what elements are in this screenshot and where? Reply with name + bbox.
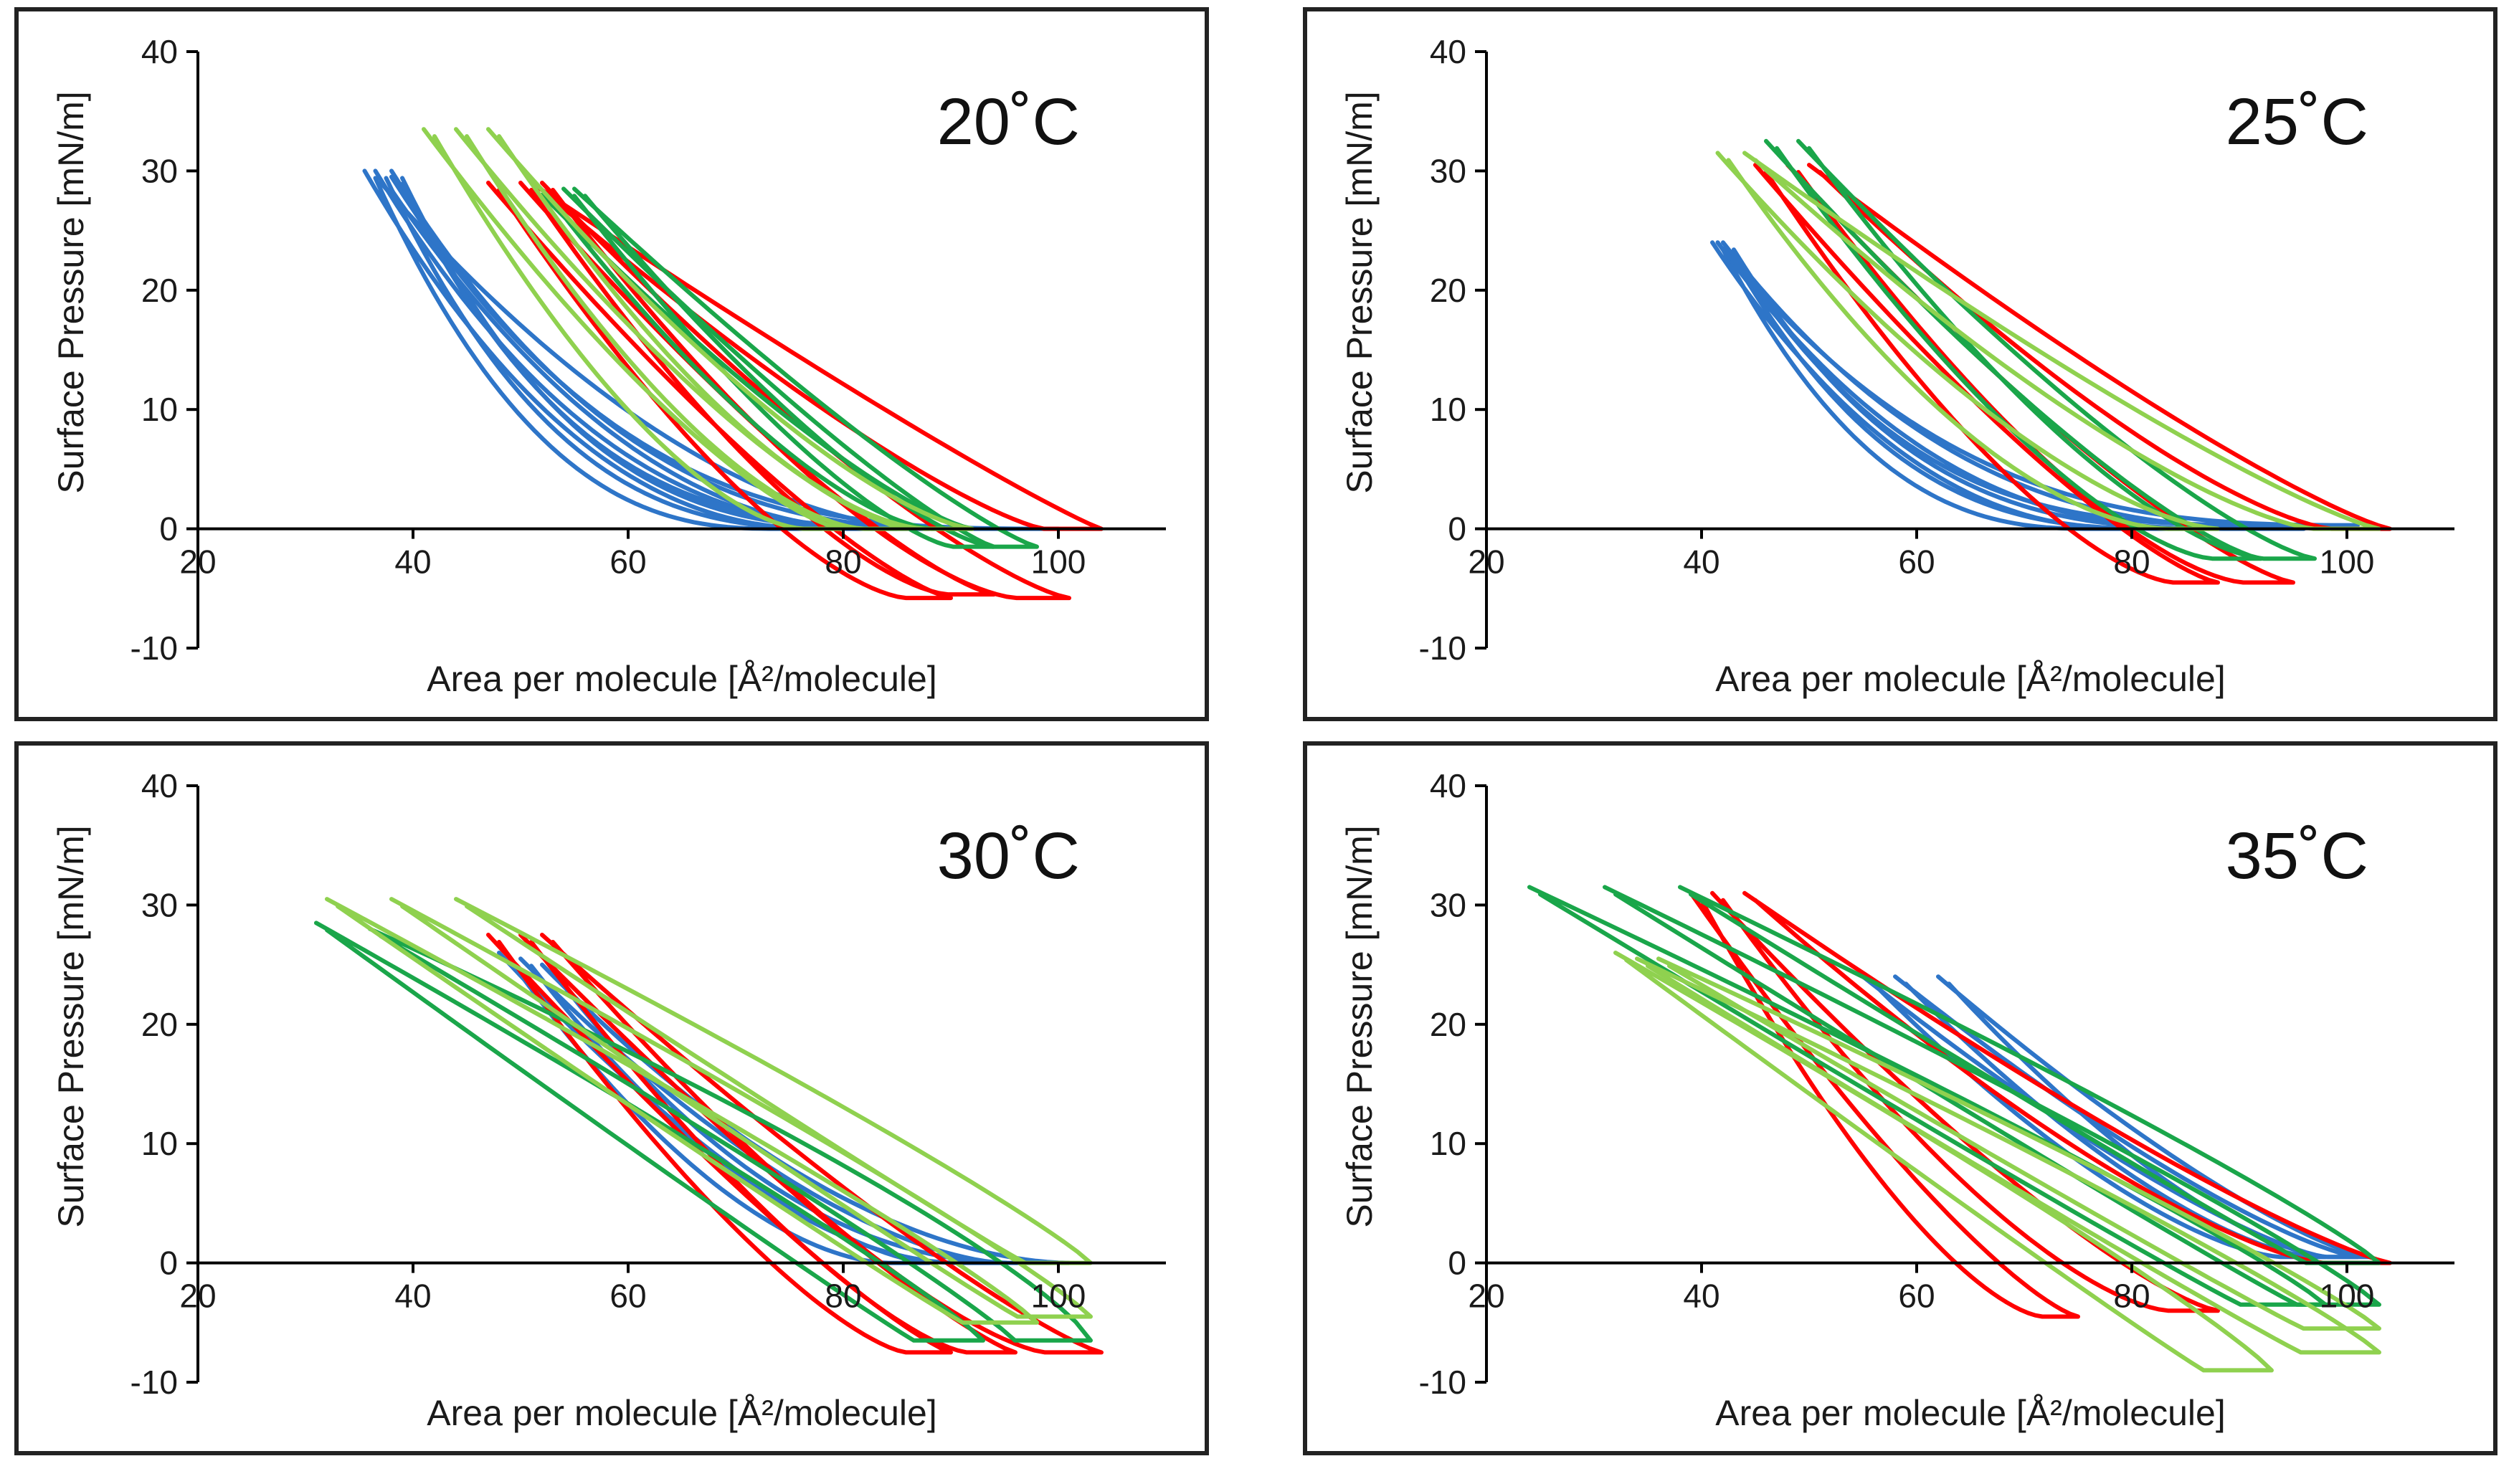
dark-green-curve-2 [368, 926, 1093, 1343]
red-curve-1 [486, 933, 953, 1355]
x-tick-label: 100 [1031, 543, 1086, 581]
y-tick-label: 10 [141, 391, 178, 428]
x-tick-label: 100 [2320, 543, 2375, 581]
chart-svg-30c: -10 0 10 20 30 40 20 40 60 80 100 30˚C Area per mole… [51, 767, 1166, 1433]
y-axis-title: Surface Pressure [mN/m] [51, 825, 91, 1227]
light-green-curve-2 [1635, 956, 2381, 1355]
y-tick-label: 30 [1430, 886, 1466, 923]
x-tick-label: 80 [825, 543, 861, 581]
chart-panel-20c: -10 0 10 20 30 40 20 40 60 80 100 20˚C Area per mole… [14, 7, 1209, 721]
y-tick-label: 30 [141, 152, 178, 189]
dark-green-curve-1 [314, 921, 985, 1343]
temperature-label: 35˚C [2226, 819, 2368, 893]
y-tick-label: 40 [141, 33, 178, 70]
blue-curve-4 [1721, 246, 2360, 528]
red-curve-1 [1753, 163, 2220, 585]
x-tick-label: 100 [2320, 1278, 2375, 1315]
y-tick-label: 20 [141, 272, 178, 309]
x-axis-title: Area per molecule [Å²/molecule] [1715, 659, 2225, 699]
dark-green-curve-1 [1527, 885, 2328, 1307]
x-tick-label: 20 [179, 543, 216, 581]
red-curve-1 [1689, 890, 2080, 1319]
x-tick-label: 100 [1031, 1278, 1086, 1315]
blue-curve-2 [1893, 974, 2360, 1260]
dark-green-curve-2 [572, 186, 1039, 549]
y-axis-title: Surface Pressure [mN/m] [51, 91, 91, 493]
temperature-label: 30˚C [937, 819, 1080, 893]
light-green-curve-3 [1656, 956, 2381, 1331]
light-green-curve-3 [454, 897, 1093, 1265]
x-tick-label: 60 [609, 1278, 646, 1315]
red-curve-3 [540, 181, 1071, 601]
chart-panel-25c: -10 0 10 20 30 40 20 40 60 80 100 25˚C Area per mole… [1303, 7, 2497, 721]
x-axis-title: Area per molecule [Å²/molecule] [427, 659, 936, 699]
y-tick-label: 0 [159, 1245, 178, 1282]
x-tick-label: 80 [2113, 543, 2150, 581]
chart-panel-35c: -10 0 10 20 30 40 20 40 60 80 100 35˚C Area per mole… [1303, 741, 2497, 1455]
x-tick-label: 20 [1468, 543, 1504, 581]
x-tick-label: 20 [179, 1278, 216, 1315]
light-green-curve-1 [325, 897, 1039, 1325]
y-axis-title: Surface Pressure [mN/m] [1339, 91, 1380, 493]
y-tick-label: 0 [159, 510, 178, 548]
x-tick-label: 60 [1898, 1278, 1935, 1315]
y-tick-label: -10 [131, 629, 178, 667]
light-green-curve-2 [389, 897, 1093, 1319]
y-tick-label: 20 [141, 1006, 178, 1043]
y-tick-label: 40 [1430, 767, 1466, 804]
dark-green-curve-2 [1603, 885, 2381, 1307]
y-tick-label: 20 [1430, 1006, 1466, 1043]
x-tick-label: 80 [2113, 1278, 2150, 1315]
y-tick-label: -10 [1419, 1364, 1466, 1401]
chart-svg-35c: -10 0 10 20 30 40 20 40 60 80 100 35˚C Area per mole… [1339, 767, 2454, 1433]
temperature-label: 20˚C [937, 85, 1080, 158]
x-tick-label: 60 [1898, 543, 1935, 581]
x-axis-title: Area per molecule [Å²/molecule] [427, 1393, 936, 1433]
y-tick-label: 10 [1430, 391, 1466, 428]
x-tick-label: 40 [1683, 543, 1719, 581]
y-tick-label: 30 [1430, 152, 1466, 189]
y-tick-label: 0 [1448, 1245, 1466, 1282]
y-tick-label: 20 [1430, 272, 1466, 309]
x-tick-label: 80 [825, 1278, 861, 1315]
y-tick-label: 30 [141, 886, 178, 923]
y-tick-label: 10 [1430, 1125, 1466, 1162]
x-axis-title: Area per molecule [Å²/molecule] [1715, 1393, 2225, 1433]
x-tick-label: 60 [609, 543, 646, 581]
chart-panel-30c: -10 0 10 20 30 40 20 40 60 80 100 30˚C Area per mole… [14, 741, 1209, 1455]
x-tick-label: 40 [1683, 1278, 1719, 1315]
temperature-label: 25˚C [2226, 85, 2368, 158]
y-tick-label: 0 [1448, 510, 1466, 548]
y-tick-label: -10 [1419, 629, 1466, 667]
x-tick-label: 40 [394, 543, 431, 581]
y-tick-label: -10 [131, 1364, 178, 1401]
chart-svg-20c: -10 0 10 20 30 40 20 40 60 80 100 20˚C Area per mole… [51, 33, 1166, 699]
y-axis-title: Surface Pressure [mN/m] [1339, 825, 1380, 1227]
y-tick-label: 10 [141, 1125, 178, 1162]
y-tick-label: 40 [141, 767, 178, 804]
chart-svg-25c: -10 0 10 20 30 40 20 40 60 80 100 25˚C Area per mole… [1339, 33, 2454, 699]
y-tick-label: 40 [1430, 33, 1466, 70]
red-curve-3 [540, 933, 1104, 1355]
x-tick-label: 40 [394, 1278, 431, 1315]
x-tick-label: 20 [1468, 1278, 1504, 1315]
